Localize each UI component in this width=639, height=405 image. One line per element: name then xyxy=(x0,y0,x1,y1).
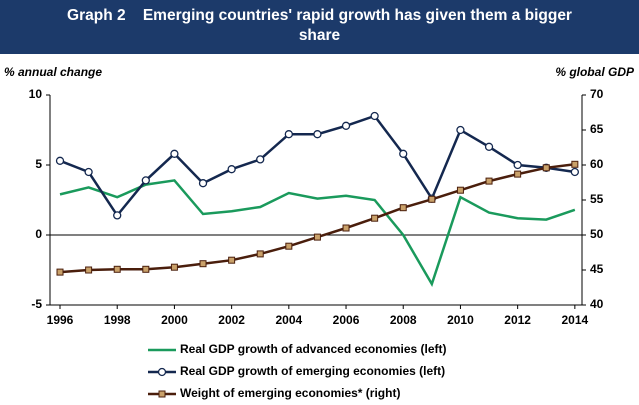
marker xyxy=(158,390,166,398)
marker xyxy=(198,179,208,188)
marker xyxy=(313,130,322,139)
marker xyxy=(113,265,121,273)
x-tick-label: 2012 xyxy=(504,313,531,327)
legend-label: Weight of emerging economies* (right) xyxy=(180,386,400,400)
y2-tick-label: 40 xyxy=(590,297,604,311)
y2-tick-label: 70 xyxy=(590,87,604,101)
legend-label: Real GDP growth of emerging economies (l… xyxy=(180,364,445,378)
y-axis-label: % annual change xyxy=(4,65,102,79)
y2-tick-label: 60 xyxy=(590,157,604,171)
marker xyxy=(113,211,122,220)
marker xyxy=(341,121,351,130)
marker xyxy=(514,170,522,178)
marker xyxy=(157,367,167,377)
marker xyxy=(571,160,579,168)
marker xyxy=(85,266,93,274)
x-tick-label: 2002 xyxy=(218,313,245,327)
y2-tick-label: 55 xyxy=(590,192,604,206)
marker xyxy=(399,149,408,158)
marker xyxy=(170,263,178,271)
x-tick-label: 1996 xyxy=(47,313,74,327)
x-tick-label: 1998 xyxy=(104,313,131,327)
marker xyxy=(456,186,464,194)
marker xyxy=(170,149,179,158)
x-tick-label: 2010 xyxy=(447,313,474,327)
series-line xyxy=(59,163,576,274)
marker xyxy=(399,204,407,212)
marker xyxy=(570,167,579,177)
marker xyxy=(141,176,150,185)
x-tick-label: 2008 xyxy=(390,313,417,327)
marker xyxy=(84,167,93,177)
marker xyxy=(142,265,150,273)
y-tick-label: 10 xyxy=(29,87,43,101)
marker xyxy=(428,195,436,203)
x-tick-label: 2000 xyxy=(161,313,188,327)
y2-tick-label: 65 xyxy=(590,122,604,136)
marker xyxy=(542,164,550,172)
y2-tick-label: 45 xyxy=(590,262,604,276)
chart-title: Emerging countries' rapid growth has giv… xyxy=(142,7,572,44)
x-tick-label: 2006 xyxy=(333,313,360,327)
marker xyxy=(342,224,350,232)
x-tick-label: 2014 xyxy=(561,313,588,327)
marker xyxy=(256,155,265,164)
graph-label: Graph 2 xyxy=(67,7,126,24)
x-tick-label: 2004 xyxy=(275,313,302,327)
marker xyxy=(55,156,65,165)
y2-axis-label: % global GDP xyxy=(555,65,635,79)
marker xyxy=(370,111,379,121)
marker xyxy=(285,242,293,250)
marker xyxy=(484,142,494,151)
series-line xyxy=(59,179,576,288)
y-tick-label: 0 xyxy=(35,227,42,241)
marker xyxy=(199,260,207,268)
marker xyxy=(227,165,236,174)
legend-label: Real GDP growth of advanced economies (l… xyxy=(180,342,447,356)
marker xyxy=(313,233,321,241)
y2-tick-label: 50 xyxy=(590,227,604,241)
y-tick-label: 5 xyxy=(35,157,42,171)
marker xyxy=(485,177,493,185)
marker xyxy=(284,130,293,139)
marker xyxy=(371,214,379,222)
marker xyxy=(56,268,64,276)
marker xyxy=(513,160,522,170)
marker xyxy=(456,125,465,135)
y-tick-label: -5 xyxy=(31,297,42,311)
marker xyxy=(256,250,264,258)
title-bar: Graph 2 Emerging countries' rapid growth… xyxy=(0,0,639,54)
marker xyxy=(228,256,236,264)
